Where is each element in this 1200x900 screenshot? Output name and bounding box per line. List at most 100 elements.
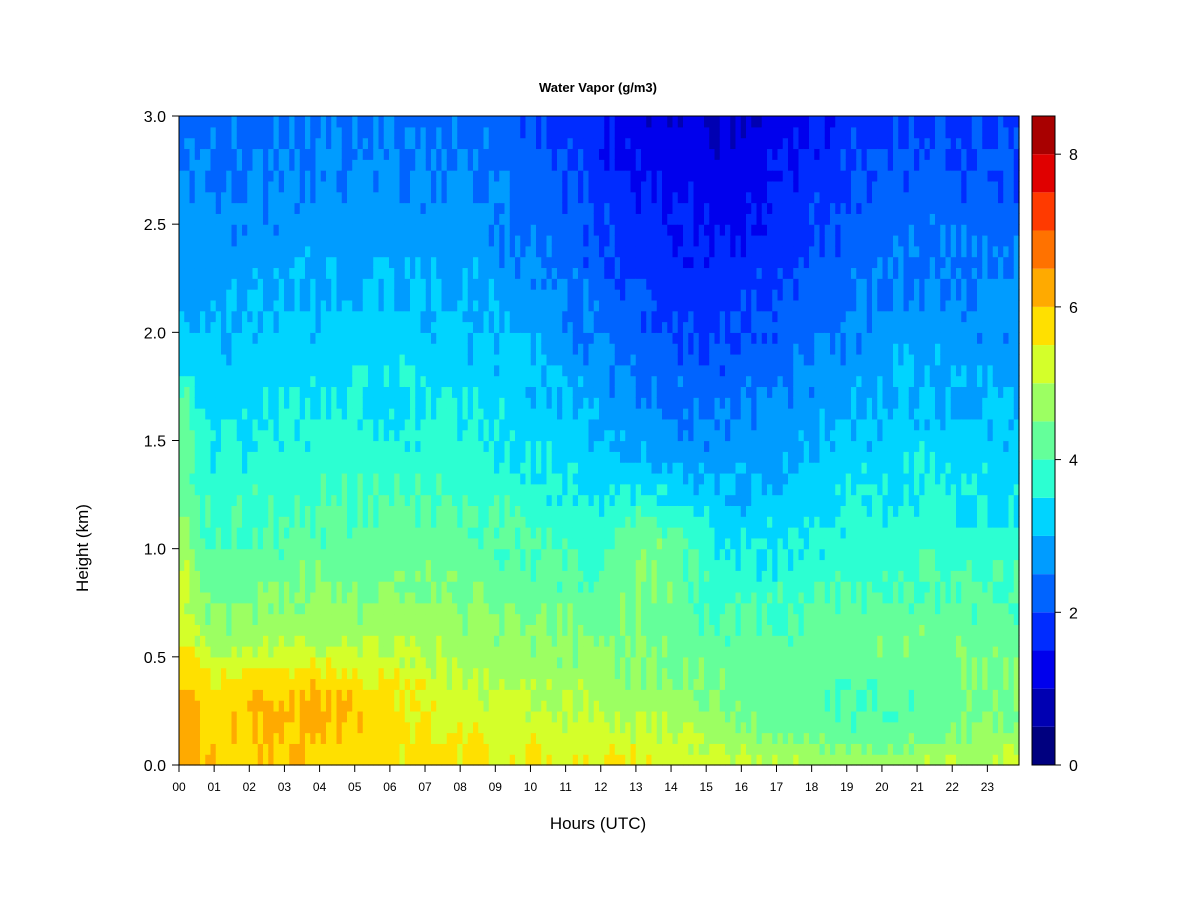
heatmap-cell (604, 483, 611, 496)
heatmap-cell (425, 170, 432, 182)
heatmap-cell (452, 656, 458, 669)
heatmap-cell (184, 581, 191, 593)
heatmap-cell (457, 462, 464, 474)
heatmap-cell (357, 710, 364, 723)
heatmap-cell (310, 299, 317, 312)
heatmap-cell (499, 732, 506, 744)
heatmap-cell (200, 375, 206, 388)
heatmap-cell (205, 440, 212, 452)
heatmap-cell (299, 267, 306, 279)
heatmap-cell (305, 267, 311, 279)
heatmap-cell (362, 700, 369, 712)
heatmap-cell (352, 689, 359, 701)
heatmap-cell (578, 700, 584, 712)
heatmap-cell (478, 180, 485, 193)
heatmap-cell (557, 440, 563, 452)
heatmap-cell (473, 591, 479, 604)
heatmap-cell (368, 180, 374, 193)
heatmap-cell (572, 591, 579, 604)
heatmap-cell (299, 700, 306, 712)
heatmap-cell (315, 646, 322, 658)
heatmap-cell (567, 332, 574, 344)
heatmap-cell (478, 505, 485, 517)
heatmap-cell (551, 245, 558, 258)
heatmap-cell (341, 224, 348, 236)
heatmap-cell (320, 635, 327, 647)
heatmap-cell (593, 516, 600, 528)
heatmap-cell (179, 700, 185, 712)
heatmap-cell (200, 689, 206, 701)
heatmap-cell (572, 624, 579, 636)
heatmap-cell (242, 591, 248, 604)
heatmap-cell (226, 516, 233, 528)
heatmap-cell (326, 126, 332, 139)
heatmap-cell (341, 602, 348, 615)
heatmap-cell (551, 754, 558, 766)
heatmap-cell (189, 732, 196, 744)
heatmap-cell (294, 375, 301, 388)
heatmap-cell (567, 494, 574, 506)
heatmap-cell (425, 667, 432, 680)
heatmap-cell (609, 710, 616, 723)
heatmap-cell (226, 494, 233, 506)
heatmap-cell (415, 364, 422, 377)
heatmap-cell (567, 202, 574, 214)
heatmap-cell (588, 570, 595, 582)
heatmap-cell (226, 245, 233, 258)
heatmap-cell (557, 559, 563, 571)
heatmap-cell (415, 310, 422, 323)
heatmap-cell (320, 353, 327, 366)
heatmap-cell (515, 494, 521, 506)
heatmap-cell (488, 148, 495, 160)
heatmap-cell (383, 375, 390, 388)
heatmap-cell (483, 613, 490, 625)
heatmap-cell (242, 721, 248, 734)
heatmap-cell (215, 635, 222, 647)
heatmap-cell (541, 289, 548, 301)
heatmap-cell (242, 624, 248, 636)
heatmap-cell (583, 667, 590, 680)
heatmap-cell (462, 429, 469, 442)
heatmap-cell (179, 289, 185, 301)
heatmap-cell (378, 710, 385, 723)
heatmap-cell (483, 180, 490, 193)
heatmap-cell (478, 224, 485, 236)
heatmap-cell (383, 591, 390, 604)
heatmap-cell (347, 581, 353, 593)
heatmap-cell (383, 667, 390, 680)
heatmap-cell (247, 537, 254, 550)
heatmap-cell (562, 516, 569, 528)
heatmap-cell (184, 570, 191, 582)
heatmap-cell (410, 732, 416, 744)
heatmap-cell (431, 332, 437, 344)
heatmap-cell (410, 170, 416, 182)
heatmap-cell (252, 516, 259, 528)
heatmap-cell (315, 472, 322, 485)
heatmap-cell (326, 213, 332, 225)
heatmap-cell (567, 353, 574, 366)
heatmap-cell (284, 397, 290, 409)
heatmap-cell (252, 191, 259, 204)
heatmap-cell (420, 656, 427, 669)
heatmap-cell (189, 483, 196, 496)
heatmap-cell (347, 180, 353, 193)
heatmap-cell (473, 353, 479, 366)
heatmap-cell (525, 397, 532, 409)
heatmap-cell (315, 527, 322, 539)
heatmap-cell (215, 591, 222, 604)
heatmap-cell (331, 483, 338, 496)
heatmap-cell (368, 527, 374, 539)
heatmap-cell (357, 494, 364, 506)
heatmap-cell (210, 624, 217, 636)
heatmap-cell (583, 472, 590, 485)
heatmap-cell (588, 364, 595, 377)
heatmap-cell (194, 472, 201, 485)
heatmap-cell (399, 170, 406, 182)
heatmap-cell (268, 732, 275, 744)
heatmap-cell (425, 516, 432, 528)
heatmap-cell (515, 516, 521, 528)
heatmap-cell (194, 732, 201, 744)
heatmap-cell (604, 202, 611, 214)
heatmap-cell (499, 159, 506, 171)
heatmap-cell (557, 472, 563, 485)
